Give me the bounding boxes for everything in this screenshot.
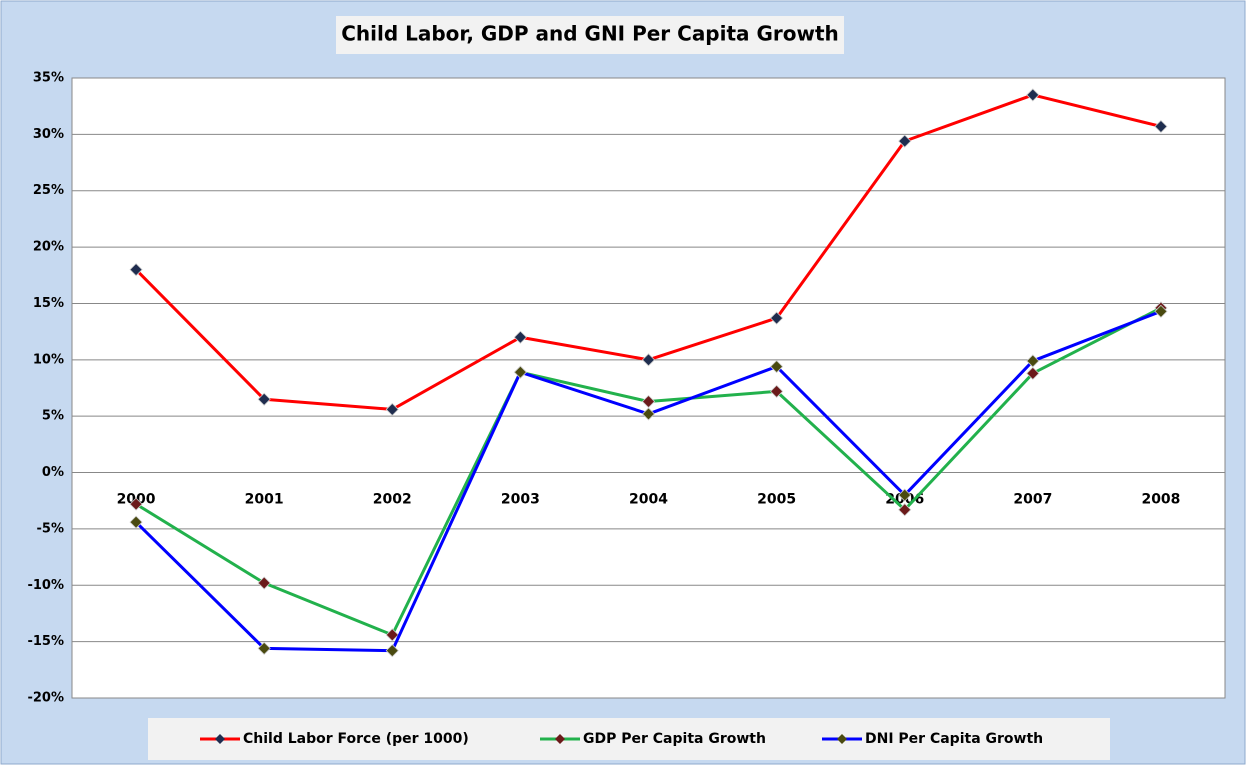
data-point <box>513 330 527 344</box>
y-tick-label: 10% <box>33 352 64 367</box>
data-point <box>129 515 143 529</box>
data-point <box>1026 366 1040 380</box>
legend-label: GDP Per Capita Growth <box>583 731 766 747</box>
data-point <box>385 644 399 658</box>
x-tick-label: 2001 <box>245 492 284 508</box>
data-point <box>1026 88 1040 102</box>
data-point <box>641 407 656 421</box>
legend-marker <box>555 734 565 744</box>
data-point <box>1154 304 1168 318</box>
data-point <box>898 488 912 502</box>
x-tick-label: 2004 <box>629 492 668 508</box>
data-point <box>257 641 271 655</box>
y-tick-label: 30% <box>33 127 64 142</box>
data-point <box>770 311 784 325</box>
y-tick-label: -5% <box>37 521 64 536</box>
legend-label: Child Labor Force (per 1000) <box>243 731 469 747</box>
data-point <box>1154 119 1168 134</box>
data-point <box>770 384 784 398</box>
legend-marker <box>215 734 225 744</box>
x-tick-label: 2002 <box>373 492 412 508</box>
legend-box <box>148 718 1110 760</box>
data-point <box>129 263 143 277</box>
data-point <box>385 628 399 642</box>
x-tick-label: 2005 <box>757 492 796 508</box>
data-point <box>770 360 784 374</box>
data-point <box>1026 354 1040 368</box>
y-tick-label: 0% <box>42 465 64 480</box>
y-tick-label: -15% <box>27 634 64 649</box>
data-point <box>641 353 656 367</box>
x-tick-label: 2008 <box>1141 492 1180 508</box>
data-point <box>513 365 527 379</box>
data-point <box>898 503 912 517</box>
data-point <box>257 576 271 590</box>
y-tick-label: 35% <box>33 71 64 86</box>
y-tick-label: -10% <box>27 578 64 593</box>
y-tick-label: 20% <box>33 240 64 255</box>
y-tick-label: 15% <box>33 296 64 311</box>
y-tick-label: 5% <box>42 409 64 424</box>
y-tick-label: -20% <box>27 691 64 706</box>
plot-area <box>71 77 1226 699</box>
data-point <box>385 402 399 416</box>
chart-title: Child Labor, GDP and GNI Per Capita Grow… <box>341 22 839 46</box>
data-point <box>129 497 143 511</box>
title-box <box>336 16 844 54</box>
legend-label: DNI Per Capita Growth <box>865 731 1043 747</box>
x-tick-label: 2003 <box>501 492 540 508</box>
legend-marker <box>837 734 847 744</box>
data-point <box>257 392 271 406</box>
y-tick-label: 25% <box>33 183 64 198</box>
data-point <box>898 134 912 148</box>
x-tick-label: 2007 <box>1013 492 1052 508</box>
